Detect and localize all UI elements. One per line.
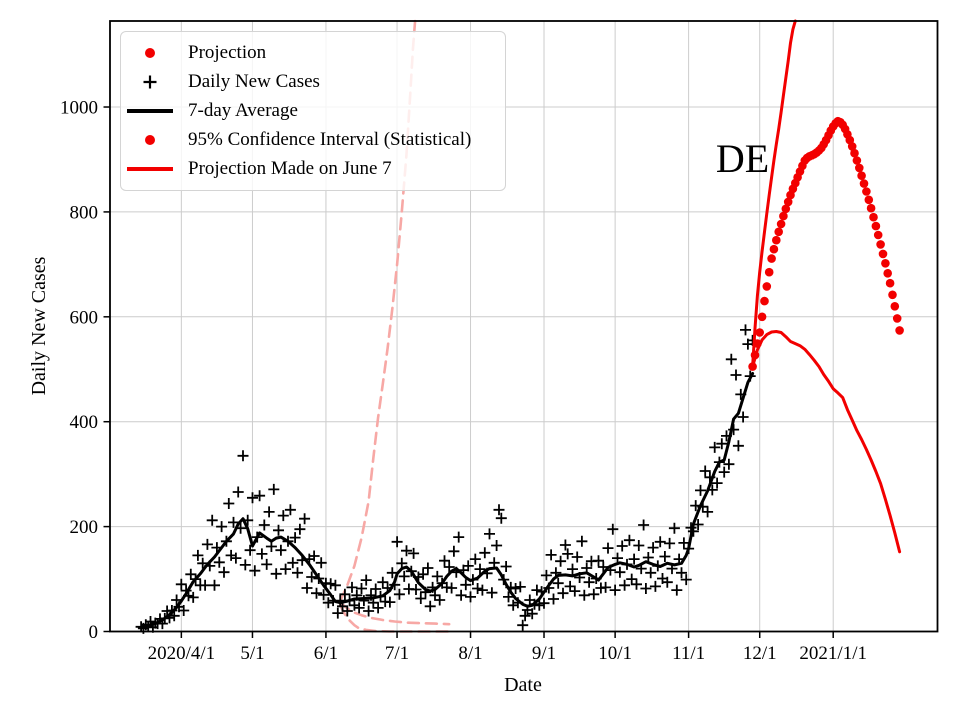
projection-dot xyxy=(850,148,859,158)
series-june7-ci-upper xyxy=(338,19,417,603)
y-axis-title: Daily New Cases xyxy=(28,256,50,395)
legend-item-label: 95% Confidence Interval (Statistical) xyxy=(188,129,472,151)
x-tick-label: 12/1 xyxy=(743,643,777,664)
x-tick-label: 6/1 xyxy=(314,643,338,664)
projection-dot xyxy=(779,211,788,221)
projection-dot xyxy=(776,219,786,229)
series-path xyxy=(338,604,451,633)
projection-dot xyxy=(757,312,767,322)
y-tick-label: 0 xyxy=(89,622,99,643)
series-path xyxy=(751,330,902,554)
projection-dot xyxy=(857,171,866,180)
legend-item-label: Projection xyxy=(188,41,267,63)
plot-border xyxy=(109,20,939,633)
legend-item-confidence-interval: 95% Confidence Interval (Statistical) xyxy=(121,126,505,155)
projection-dot xyxy=(876,240,885,249)
plus-marker-icon xyxy=(143,75,157,89)
legend-item-daily-new-cases: Daily New Cases xyxy=(121,67,505,96)
plus-markers-path xyxy=(135,324,759,634)
projection-dot xyxy=(760,296,769,306)
y-axis: 0 200 400 600 800 1000 xyxy=(60,98,110,643)
projection-dot xyxy=(762,282,772,291)
series-projection-lower-bound xyxy=(751,330,902,554)
projection-dot xyxy=(878,249,888,259)
x-tick-label: 5/1 xyxy=(240,643,264,664)
projection-dot xyxy=(862,187,871,196)
projection-dot xyxy=(883,269,892,278)
projection-dot xyxy=(869,212,878,222)
x-tick-label: 11/1 xyxy=(672,643,705,664)
series-daily-new-cases xyxy=(135,324,759,634)
red-dot-icon xyxy=(145,47,155,58)
x-tick-label: 9/1 xyxy=(532,643,556,664)
projection-dot xyxy=(772,235,781,245)
projection-dot xyxy=(755,328,764,337)
x-tick-label: 2020/4/1 xyxy=(148,643,216,664)
projection-dot xyxy=(769,244,779,254)
projection-dot xyxy=(871,221,881,231)
projection-dot xyxy=(885,278,895,288)
y-tick-label: 800 xyxy=(70,202,99,223)
y-tick-label: 200 xyxy=(70,517,99,538)
projection-dot xyxy=(873,230,883,240)
projection-dot xyxy=(847,142,857,151)
legend-item-7day-average: 7-day Average xyxy=(121,96,505,125)
projection-dot xyxy=(888,290,897,300)
x-axis: 2020/4/1 5/1 6/1 7/1 8/1 9/1 10/1 11/1 12/1 2021/… xyxy=(148,631,867,664)
annotation-de: DE xyxy=(716,136,769,181)
series-june7-ci-lower xyxy=(338,604,451,633)
y-tick-label: 1000 xyxy=(60,98,98,119)
projection-dot xyxy=(895,326,904,335)
series-path xyxy=(338,601,451,626)
projection-dot xyxy=(767,254,776,263)
legend-item-label: Projection Made on June 7 xyxy=(188,158,392,180)
legend-item-projection-june7: Projection Made on June 7 xyxy=(121,155,505,184)
x-tick-label: 10/1 xyxy=(598,643,632,664)
projection-dot xyxy=(866,203,876,213)
projection-dot xyxy=(892,314,902,323)
projection-dot xyxy=(890,302,900,311)
x-tick-label: 2021/1/1 xyxy=(799,643,867,664)
black-line-icon xyxy=(127,109,173,113)
y-tick-label: 400 xyxy=(70,412,99,433)
y-tick-label: 600 xyxy=(70,307,99,328)
legend-item-label: 7-day Average xyxy=(188,100,298,121)
projection-dot xyxy=(764,267,774,277)
projection-dot xyxy=(781,204,791,214)
series-projection-upper-bound xyxy=(751,19,797,369)
projection-dot xyxy=(859,179,869,188)
projection-dot xyxy=(783,197,793,207)
projection-dot xyxy=(881,259,890,268)
projection-dot xyxy=(864,195,874,205)
red-dot-icon xyxy=(145,135,155,146)
red-line-icon xyxy=(127,167,173,172)
projection-dot xyxy=(852,156,862,165)
x-tick-label: 8/1 xyxy=(458,643,482,664)
series-path xyxy=(751,19,797,369)
series-june7-projection-mid xyxy=(338,601,451,626)
projection-dot xyxy=(855,163,864,173)
series-path xyxy=(338,19,417,603)
legend-item-label: Daily New Cases xyxy=(188,70,320,92)
legend-item-projection: Projection xyxy=(121,38,505,67)
x-axis-title: Date xyxy=(504,674,542,696)
projection-dot xyxy=(774,227,783,237)
legend: Projection Daily New Cases 7-day Average… xyxy=(120,31,506,191)
x-tick-label: 7/1 xyxy=(385,643,409,664)
